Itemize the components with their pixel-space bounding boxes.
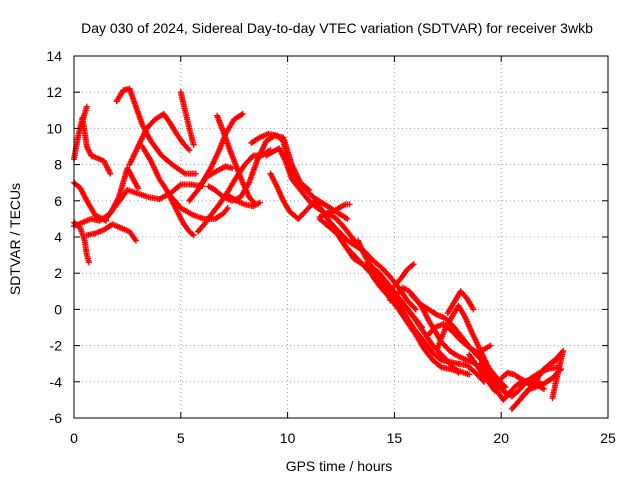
x-tick-label: 5 [177, 430, 185, 446]
series-track-18 [224, 192, 263, 210]
series-track-5 [83, 221, 139, 244]
y-tick-labels: -6 -4 -2 0 2 4 6 8 10 12 14 [46, 48, 62, 426]
data-point [83, 103, 90, 110]
y-tick-label: 14 [46, 48, 62, 64]
x-tick-label: 0 [70, 430, 78, 446]
x-tick-label: 20 [493, 430, 509, 446]
data-point [186, 147, 193, 154]
plot-area [71, 85, 567, 412]
data-point [346, 201, 353, 208]
data-point [411, 305, 418, 312]
series-track-1 [71, 114, 114, 177]
y-tick-label: 10 [46, 120, 62, 136]
data-point [135, 185, 142, 192]
y-tick-label: 8 [54, 157, 62, 173]
data-point [192, 170, 199, 177]
series-track-20 [263, 145, 364, 251]
y-tick-label: 0 [54, 301, 62, 317]
data-point [85, 259, 92, 266]
y-axis-title: SDTVAR / TECUs [7, 183, 23, 295]
series-track-7 [113, 85, 199, 177]
series-track-4 [71, 179, 110, 224]
x-tick-label: 10 [280, 430, 296, 446]
x-axis-title: GPS time / hours [286, 458, 393, 474]
x-tick-label: 25 [600, 430, 616, 446]
series-track-13 [186, 163, 236, 204]
data-point [239, 110, 246, 117]
data-point [549, 395, 556, 402]
data-point [190, 232, 197, 239]
series-track-29 [391, 261, 417, 289]
data-point [466, 371, 473, 378]
series-track-34 [444, 288, 477, 317]
data-point [190, 141, 197, 148]
series-track-30 [380, 282, 488, 385]
y-tick-label: 2 [54, 265, 62, 281]
data-point [107, 170, 114, 177]
data-point [344, 215, 351, 222]
series-track-2 [77, 103, 90, 132]
axis-ticks [73, 55, 609, 419]
data-point [540, 386, 547, 393]
data-point [249, 153, 256, 160]
series-track-21 [267, 170, 336, 230]
x-tick-label: 15 [387, 430, 403, 446]
series-track-12 [167, 194, 197, 239]
data-point [256, 199, 263, 206]
data-point [224, 205, 231, 212]
y-tick-label: 4 [54, 229, 62, 245]
y-tick-label: 12 [46, 84, 62, 100]
data-point [410, 261, 417, 268]
y-tick-label: -4 [50, 374, 63, 390]
data-point [487, 342, 494, 349]
chart-title: Day 030 of 2024, Sidereal Day-to-day VTE… [81, 20, 593, 36]
data-point [132, 237, 139, 244]
x-tick-labels: 0 5 10 15 20 25 [70, 430, 616, 446]
data-point [409, 262, 416, 269]
series-track-16 [214, 112, 259, 208]
y-tick-label: 6 [54, 193, 62, 209]
series-track-40 [540, 348, 567, 402]
series-track-11 [177, 89, 197, 148]
y-tick-label: -2 [50, 338, 63, 354]
y-tick-label: -6 [50, 410, 63, 426]
data-point [412, 306, 419, 313]
data-point [470, 306, 477, 313]
series-track-8 [126, 110, 193, 168]
series-track-15 [199, 110, 246, 186]
